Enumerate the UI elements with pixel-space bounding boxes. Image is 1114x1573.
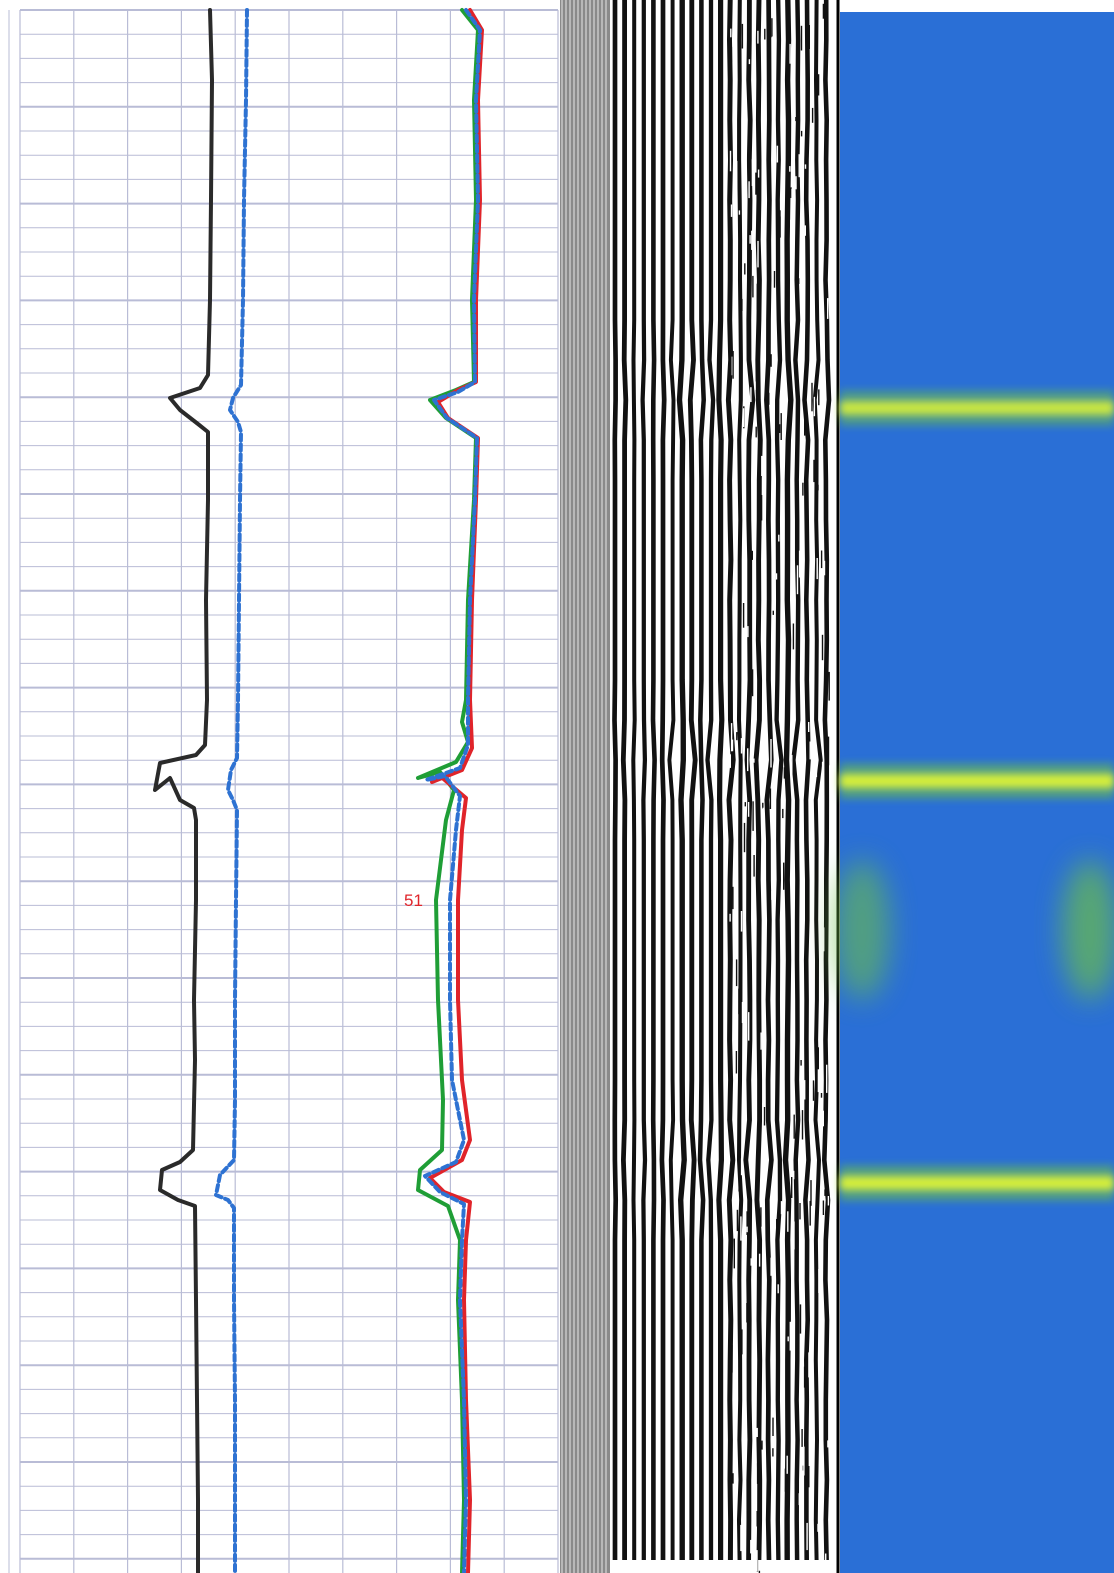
image-map-band	[840, 763, 1114, 799]
image-map-band	[840, 390, 1114, 426]
vdl-stripe	[620, 0, 629, 1560]
vdl-stripe	[802, 0, 811, 1561]
vdl-stripe	[667, 0, 676, 1560]
vdl-stripe	[631, 0, 637, 1560]
curve-series-1	[153, 8, 214, 1573]
curve-series-2	[214, 8, 249, 1573]
curve-annotation-label: 51	[404, 891, 423, 910]
vdl-stripe	[812, 0, 823, 1561]
left-track-curves	[153, 8, 484, 1573]
vdl-stripe	[659, 0, 667, 1560]
image-map-band	[840, 1165, 1114, 1201]
vdl-stripe	[821, 0, 832, 1561]
vdl-stripe	[705, 0, 716, 1560]
vdl-stripe	[676, 0, 687, 1560]
vdl-stripe	[687, 0, 698, 1560]
curve-series-5	[423, 8, 482, 1573]
image-map-band-core	[840, 774, 1114, 788]
vdl-stripe	[764, 0, 774, 1561]
middle-track-vdl-image	[560, 0, 840, 1573]
image-map-band-core	[840, 401, 1114, 415]
vdl-stripe	[782, 0, 794, 1561]
right-track-image-map	[834, 0, 1114, 1573]
vdl-stripe	[716, 0, 725, 1560]
image-map-top-margin	[840, 0, 1114, 12]
vdl-stripe	[753, 0, 763, 1561]
vdl-stripe	[650, 0, 657, 1560]
vdl-stripe	[791, 0, 801, 1561]
vdl-stripe	[640, 0, 648, 1560]
image-map-halo	[1062, 860, 1114, 1000]
vdl-stripe	[725, 0, 736, 1561]
image-map-halo	[834, 860, 890, 1000]
vdl-stripe	[697, 0, 706, 1560]
vdl-stripe	[743, 0, 756, 1561]
vdl-stripe	[774, 0, 784, 1561]
vdl-stripe	[612, 0, 619, 1560]
image-map-band-core	[840, 1176, 1114, 1190]
left-track-grid	[8, 9, 559, 1573]
left-track-annotations: 51	[404, 891, 423, 910]
vdl-stripe	[736, 0, 744, 1561]
